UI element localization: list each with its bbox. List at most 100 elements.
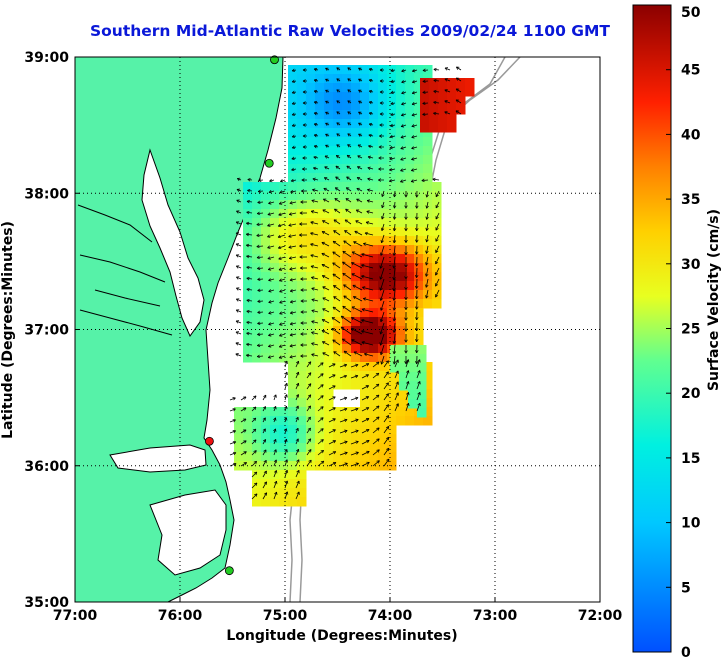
velocity-vector-head <box>366 428 370 433</box>
velocity-vector-head <box>308 372 312 376</box>
velocity-cell <box>342 92 352 102</box>
velocity-vector-head <box>353 241 357 245</box>
velocity-cell <box>324 281 334 291</box>
velocity-cell <box>414 173 424 183</box>
velocity-cell <box>252 218 262 228</box>
velocity-cell <box>351 281 361 291</box>
velocity-cell <box>396 416 406 426</box>
velocity-cell <box>324 110 334 120</box>
velocity-cell <box>378 218 388 228</box>
velocity-vector <box>229 430 236 434</box>
velocity-cell <box>351 182 361 192</box>
velocity-vector <box>284 480 288 489</box>
velocity-cell <box>396 200 406 210</box>
velocity-cell <box>342 164 352 174</box>
velocity-cell <box>252 425 262 435</box>
velocity-vector-head <box>243 396 247 400</box>
velocity-cell <box>360 452 370 462</box>
velocity-vector-head <box>406 370 410 374</box>
velocity-vector-head <box>246 199 250 204</box>
velocity-vector <box>383 415 390 423</box>
velocity-vector-head <box>246 265 250 270</box>
velocity-cell <box>396 398 406 408</box>
velocity-vector-head <box>410 179 415 183</box>
velocity-vector <box>278 256 286 260</box>
velocity-vector-head <box>354 374 359 379</box>
velocity-vector-head <box>404 339 408 343</box>
velocity-vector-head <box>321 241 325 246</box>
velocity-cell <box>243 200 253 210</box>
velocity-vector <box>455 88 462 93</box>
velocity-vector <box>322 352 330 357</box>
velocity-vector-head <box>333 219 337 223</box>
velocity-vector-head <box>320 406 324 410</box>
velocity-vector <box>236 210 242 214</box>
velocity-cell <box>432 272 442 282</box>
velocity-cell <box>414 416 424 426</box>
y-tick-label: 35:00 <box>24 595 69 611</box>
velocity-cell <box>342 281 352 291</box>
velocity-vector-head <box>320 373 324 377</box>
velocity-cell <box>243 290 253 300</box>
velocity-vector-head <box>268 333 272 337</box>
velocity-cell <box>369 308 379 318</box>
velocity-vector-head <box>284 449 288 453</box>
velocity-cell <box>414 155 424 165</box>
velocity-cell <box>417 390 427 400</box>
velocity-cell <box>405 119 415 129</box>
velocity-cell <box>378 209 388 219</box>
velocity-vector-head <box>263 481 267 485</box>
velocity-cell <box>405 155 415 165</box>
velocity-cell <box>369 326 379 336</box>
velocity-cell <box>315 191 325 201</box>
velocity-vector-head <box>291 101 296 106</box>
velocity-vector-head <box>279 333 283 337</box>
velocity-cell <box>315 263 325 273</box>
velocity-vector <box>380 322 385 335</box>
velocity-cell <box>234 461 244 471</box>
velocity-cell <box>423 362 433 372</box>
velocity-cell <box>261 452 271 462</box>
velocity-vector-head <box>246 276 250 281</box>
velocity-vector <box>380 311 385 322</box>
velocity-vector-head <box>332 407 336 411</box>
velocity-vector <box>311 200 319 203</box>
velocity-cell <box>360 164 370 174</box>
velocity-vector <box>394 403 399 412</box>
velocity-cell <box>315 254 325 264</box>
velocity-cell <box>447 96 457 106</box>
velocity-cell <box>288 236 298 246</box>
velocity-cell <box>306 173 316 183</box>
velocity-cell <box>378 173 388 183</box>
velocity-vector <box>290 322 297 325</box>
velocity-cell <box>387 173 397 183</box>
velocity-cell <box>387 119 397 129</box>
velocity-vector <box>229 408 236 412</box>
velocity-cell <box>333 353 343 363</box>
velocity-cell <box>288 425 298 435</box>
velocity-cell <box>279 443 289 453</box>
velocity-vector <box>289 201 297 204</box>
velocity-vector <box>273 459 277 467</box>
x-tick-label: 73:00 <box>473 608 518 624</box>
velocity-vector-head <box>302 156 306 160</box>
velocity-cell <box>297 389 307 399</box>
velocity-cell <box>333 209 343 219</box>
velocity-vector-head <box>392 194 397 198</box>
velocity-cell <box>447 105 457 115</box>
velocity-cell <box>369 380 379 390</box>
velocity-cell <box>324 380 334 390</box>
velocity-vector-head <box>279 300 283 304</box>
velocity-vector-head <box>358 89 362 93</box>
velocity-vector-head <box>432 177 436 182</box>
velocity-vector-head <box>284 480 289 484</box>
velocity-vector-head <box>415 205 419 209</box>
velocity-cell <box>324 92 334 102</box>
velocity-vector-head <box>334 198 338 202</box>
velocity-vector <box>425 278 429 288</box>
velocity-cell <box>306 200 316 210</box>
velocity-vector <box>405 370 409 379</box>
velocity-cell <box>324 218 334 228</box>
velocity-vector-head <box>336 133 340 137</box>
velocity-vector <box>435 289 440 298</box>
